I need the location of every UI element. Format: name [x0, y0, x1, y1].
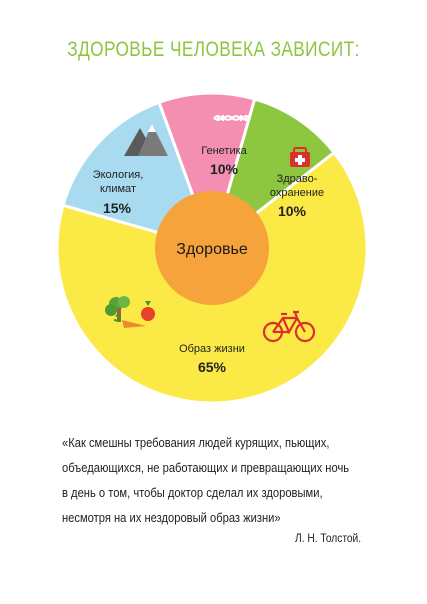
- vegetables-icon: [105, 296, 155, 328]
- quote-line: несмотря на их нездоровый образ жизни»: [62, 510, 281, 525]
- first-aid-kit-icon: [290, 147, 310, 167]
- slice-label-healthcare-line1: Здраво-: [277, 173, 318, 185]
- quote-line: в день о том, чтобы доктор сделал их здо…: [62, 485, 323, 500]
- quote-author: Л. Н. Толстой.: [295, 531, 362, 545]
- slice-label-lifestyle: Образ жизни: [179, 343, 245, 355]
- slice-label-genetics: Генетика: [201, 145, 247, 157]
- slice-label-healthcare-line2: охранение: [270, 187, 324, 199]
- center-circle: [155, 191, 269, 305]
- mountains-icon: [124, 124, 168, 156]
- slice-label-ecology-line2: климат: [100, 183, 136, 195]
- bicycle-icon: [262, 310, 316, 343]
- slice-value-lifestyle: 65%: [198, 359, 227, 375]
- slice-value-genetics: 10%: [210, 161, 239, 177]
- slice-genetics: [157, 91, 257, 253]
- slice-value-healthcare: 10%: [278, 203, 307, 219]
- pie-chart: Здоровье Генетика 10% Здраво- охранение …: [55, 91, 369, 405]
- center-label: Здоровье: [176, 241, 248, 258]
- quote-block: «Как смешны требования людей курящих, пь…: [62, 430, 350, 530]
- chart-title: ЗДОРОВЬЕ ЧЕЛОВЕКА ЗАВИСИТ:: [67, 38, 360, 61]
- quote-line: объедающихся, не работающих и превращающ…: [62, 460, 350, 475]
- dna-icon: [213, 115, 251, 121]
- slice-label-ecology-line1: Экология,: [93, 169, 144, 181]
- quote-line: «Как смешны требования людей курящих, пь…: [62, 435, 330, 450]
- slice-value-ecology: 15%: [103, 200, 132, 216]
